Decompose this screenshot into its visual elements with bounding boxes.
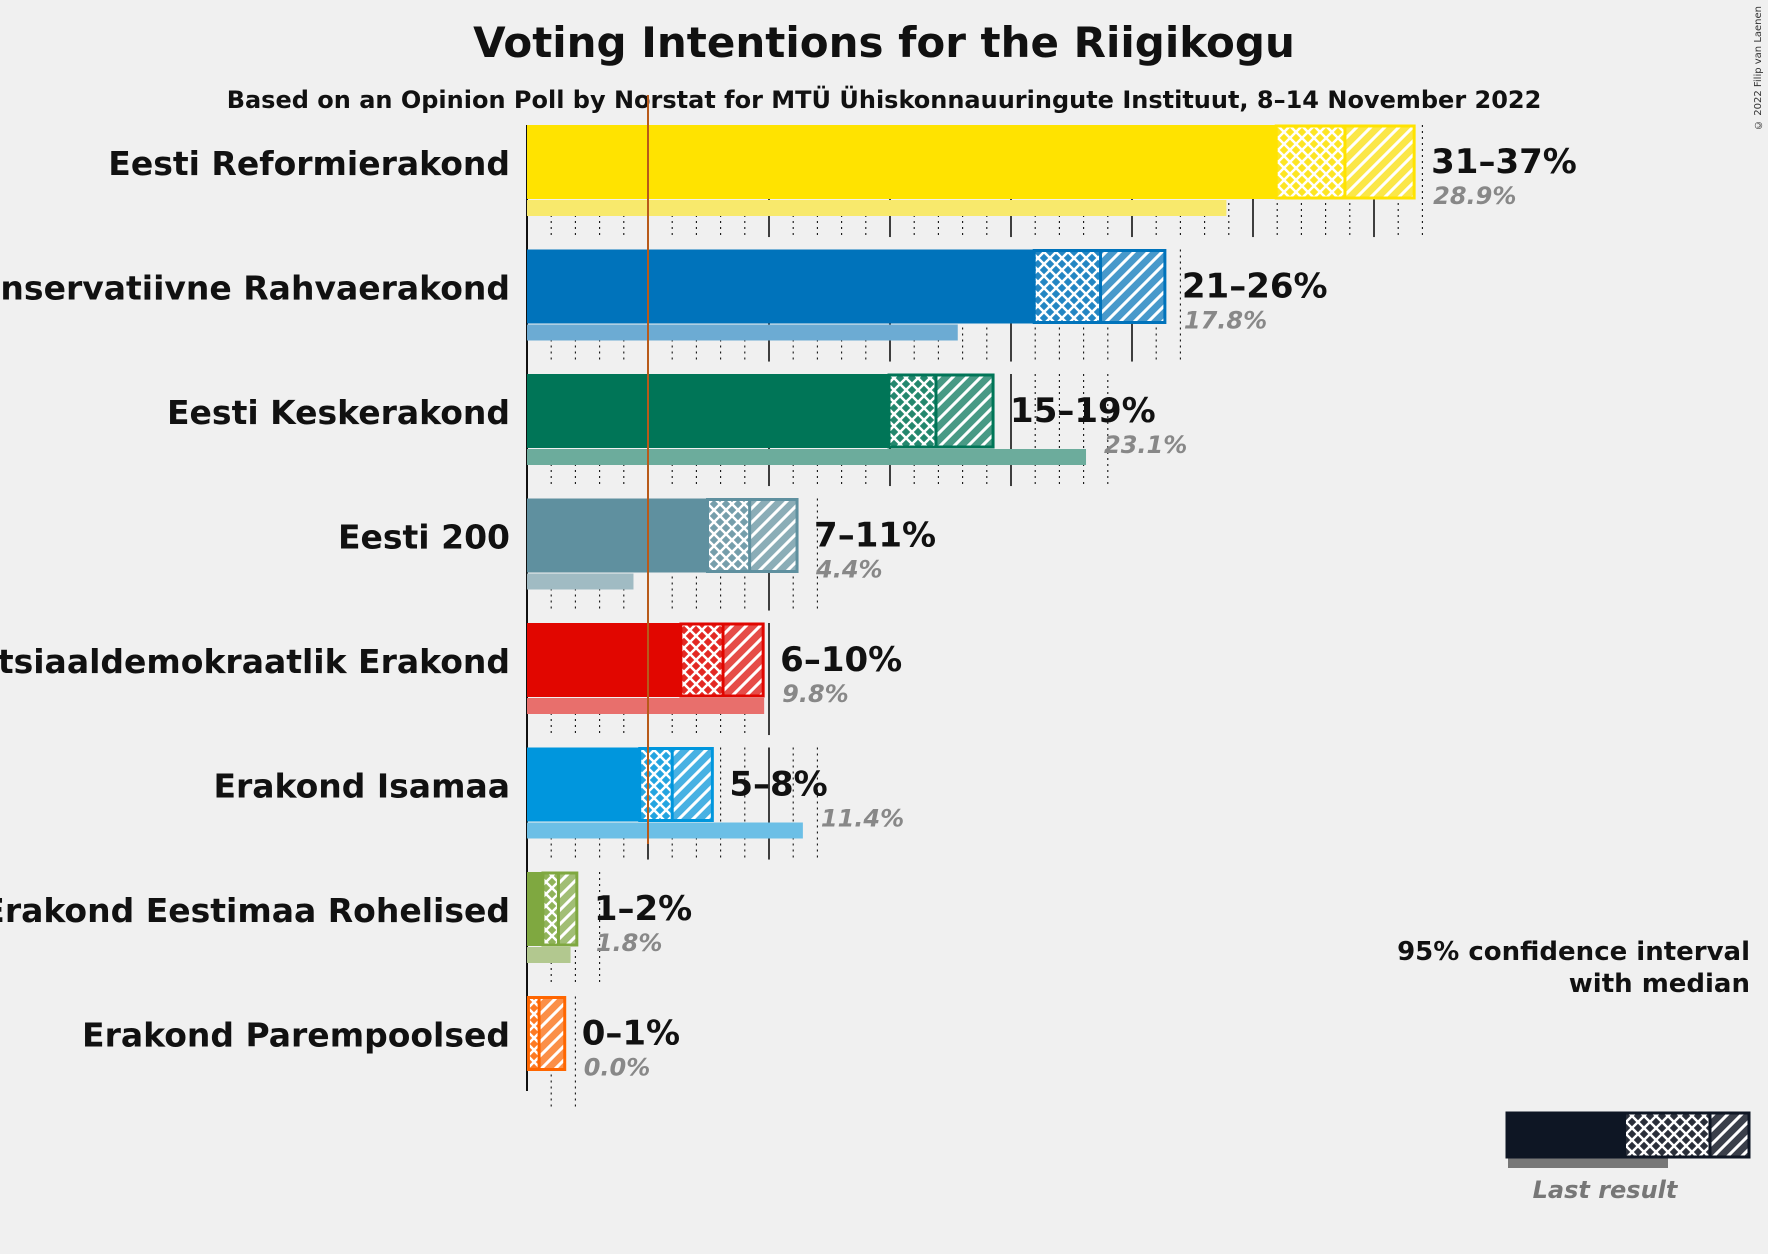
bar-solid [527, 374, 890, 448]
category-label: Eesti Konservatiivne Rahvaerakond [0, 269, 510, 308]
ci-outline [887, 373, 995, 449]
chart-title: Voting Intentions for the Riigikogu [473, 18, 1295, 67]
ci-outline [638, 747, 714, 822]
ci-low-pattern [1277, 125, 1345, 199]
range-label: 1–2% [594, 889, 692, 929]
bars [526, 95, 1416, 1071]
last-result-bar [527, 449, 1087, 465]
legend-solid [1506, 1112, 1626, 1158]
last-result-bar [527, 822, 803, 839]
last-result-bar [527, 947, 571, 963]
ci-low-pattern [681, 623, 724, 697]
category-label: Eesti Reformierakond [108, 144, 510, 183]
last-result-label: 17.8% [1184, 307, 1267, 335]
legend-last-result: Last result [1533, 1176, 1679, 1204]
last-result-label: 4.4% [815, 556, 883, 584]
ci-outline [706, 498, 799, 573]
range-label: 0–1% [582, 1014, 680, 1054]
category-label: Eesti Keskerakond [167, 393, 510, 432]
legend-title-line2: with median [1569, 969, 1750, 999]
ci-low-pattern [640, 747, 673, 822]
last-result-label: 28.9% [1433, 182, 1516, 210]
chart-subtitle: Based on an Opinion Poll by Norstat for … [226, 86, 1542, 114]
last-result-label: 1.8% [596, 929, 663, 957]
last-result-label: 9.8% [782, 680, 849, 708]
legend-title-line1: 95% confidence interval [1397, 937, 1750, 967]
last-result-bar [527, 698, 765, 714]
category-label: Sotsiaaldemokraatlik Erakond [0, 642, 510, 681]
legend-outline [1505, 1111, 1751, 1159]
last-result-label: 0.0% [584, 1054, 651, 1082]
bar-solid [527, 623, 682, 697]
bar-solid [527, 747, 641, 822]
category-label: Eesti 200 [338, 518, 510, 557]
legend-cross-pattern [1626, 1112, 1710, 1158]
ci-low-pattern [1035, 249, 1101, 324]
last-result-bar [527, 200, 1227, 216]
bar-solid [527, 498, 709, 573]
ci-high-pattern [935, 374, 995, 448]
ci-high-pattern [539, 996, 566, 1071]
range-label: 6–10% [780, 640, 902, 680]
labels: Eesti Reformierakond 31–37%28.9% Eesti Kon… [0, 142, 1577, 1082]
ci-outline [526, 996, 567, 1071]
ci-high-pattern [672, 747, 714, 822]
ci-high-pattern [558, 872, 578, 946]
range-label: 31–37% [1431, 142, 1577, 182]
ci-low-pattern [543, 872, 559, 946]
range-label: 7–11% [814, 516, 936, 556]
last-result-bar [527, 573, 634, 590]
range-label: 21–26% [1182, 267, 1328, 307]
last-result-label: 11.4% [821, 805, 904, 833]
ci-low-pattern [529, 996, 540, 1071]
category-label: Erakond Eestimaa Rohelised [0, 891, 510, 930]
category-label: Erakond Parempoolsed [82, 1016, 510, 1055]
category-label: Erakond Isamaa [213, 767, 510, 806]
range-label: 5–8% [729, 765, 827, 805]
last-result-label: 23.1% [1104, 431, 1187, 459]
range-label: 15–19% [1010, 391, 1156, 431]
bar-solid [527, 249, 1036, 324]
ci-high-pattern [723, 623, 765, 697]
legend-hatch-pattern [1710, 1112, 1750, 1158]
ci-low-pattern [890, 374, 936, 448]
bar-solid [527, 872, 544, 946]
ci-high-pattern [749, 498, 799, 573]
ci-high-pattern [1344, 125, 1416, 199]
ci-high-pattern [1100, 249, 1166, 324]
bar-solid [527, 125, 1278, 199]
ci-low-pattern [708, 498, 750, 573]
last-result-bar [527, 324, 958, 341]
